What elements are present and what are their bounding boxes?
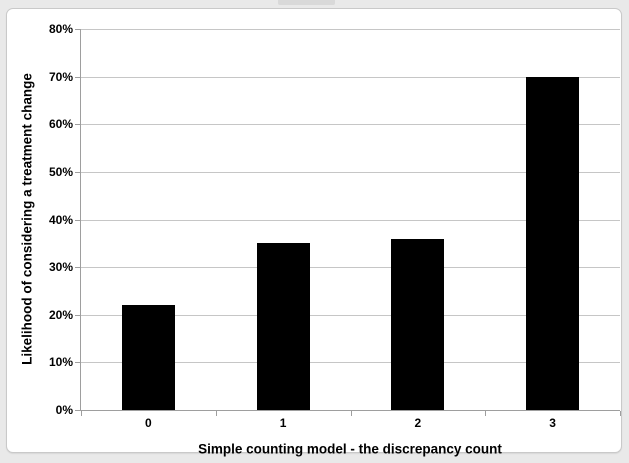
y-tick-label: 70%	[48, 69, 73, 84]
gridline	[81, 29, 620, 30]
x-tick-label: 0	[145, 416, 152, 430]
y-axis-tick	[75, 314, 80, 316]
y-axis-tick	[75, 219, 80, 221]
y-axis-tick	[75, 362, 80, 364]
top-edge-artifact	[278, 0, 335, 5]
gridline	[81, 171, 620, 173]
y-axis-tick	[75, 124, 80, 126]
y-tick-label: 60%	[48, 117, 73, 132]
y-tick-label: 30%	[48, 260, 73, 275]
gridline	[81, 267, 620, 269]
y-axis-tick	[75, 410, 80, 411]
gridline	[81, 219, 620, 221]
x-axis-tick	[485, 411, 487, 416]
x-axis-tick	[81, 411, 82, 416]
y-tick-label: 40%	[48, 212, 73, 227]
y-axis-tick	[75, 267, 80, 269]
y-tick-label: 20%	[48, 307, 73, 322]
plot-area: 0% 10% 20% 30% 40% 50% 60% 70% 80% 0 1 2 3	[49, 22, 621, 430]
x-tick-label: 3	[549, 416, 556, 430]
y-tick-label: 0%	[55, 403, 73, 417]
x-axis-tick	[215, 411, 217, 416]
y-tick-label: 50%	[48, 164, 73, 179]
y-tick-label: 10%	[48, 355, 73, 370]
x-axis-title: Simple counting model - the discrepancy …	[198, 441, 502, 457]
bar	[121, 305, 175, 410]
x-axis-tick	[350, 411, 352, 416]
y-tick-label: 80%	[48, 22, 73, 36]
chart-frame: Likelihood of considering a treatment ch…	[6, 8, 622, 457]
y-axis-tick	[75, 76, 80, 78]
y-axis-tick	[75, 171, 80, 173]
gridline	[81, 76, 620, 78]
x-tick-label: 2	[414, 416, 422, 430]
gridline	[81, 314, 620, 316]
bar	[256, 243, 310, 410]
x-axis-tick	[620, 411, 621, 416]
bar	[391, 238, 445, 410]
gridline	[81, 362, 620, 364]
bar	[526, 76, 580, 410]
x-tick-label: 1	[279, 416, 287, 430]
y-axis-tick	[75, 29, 80, 30]
gridline	[81, 124, 620, 126]
